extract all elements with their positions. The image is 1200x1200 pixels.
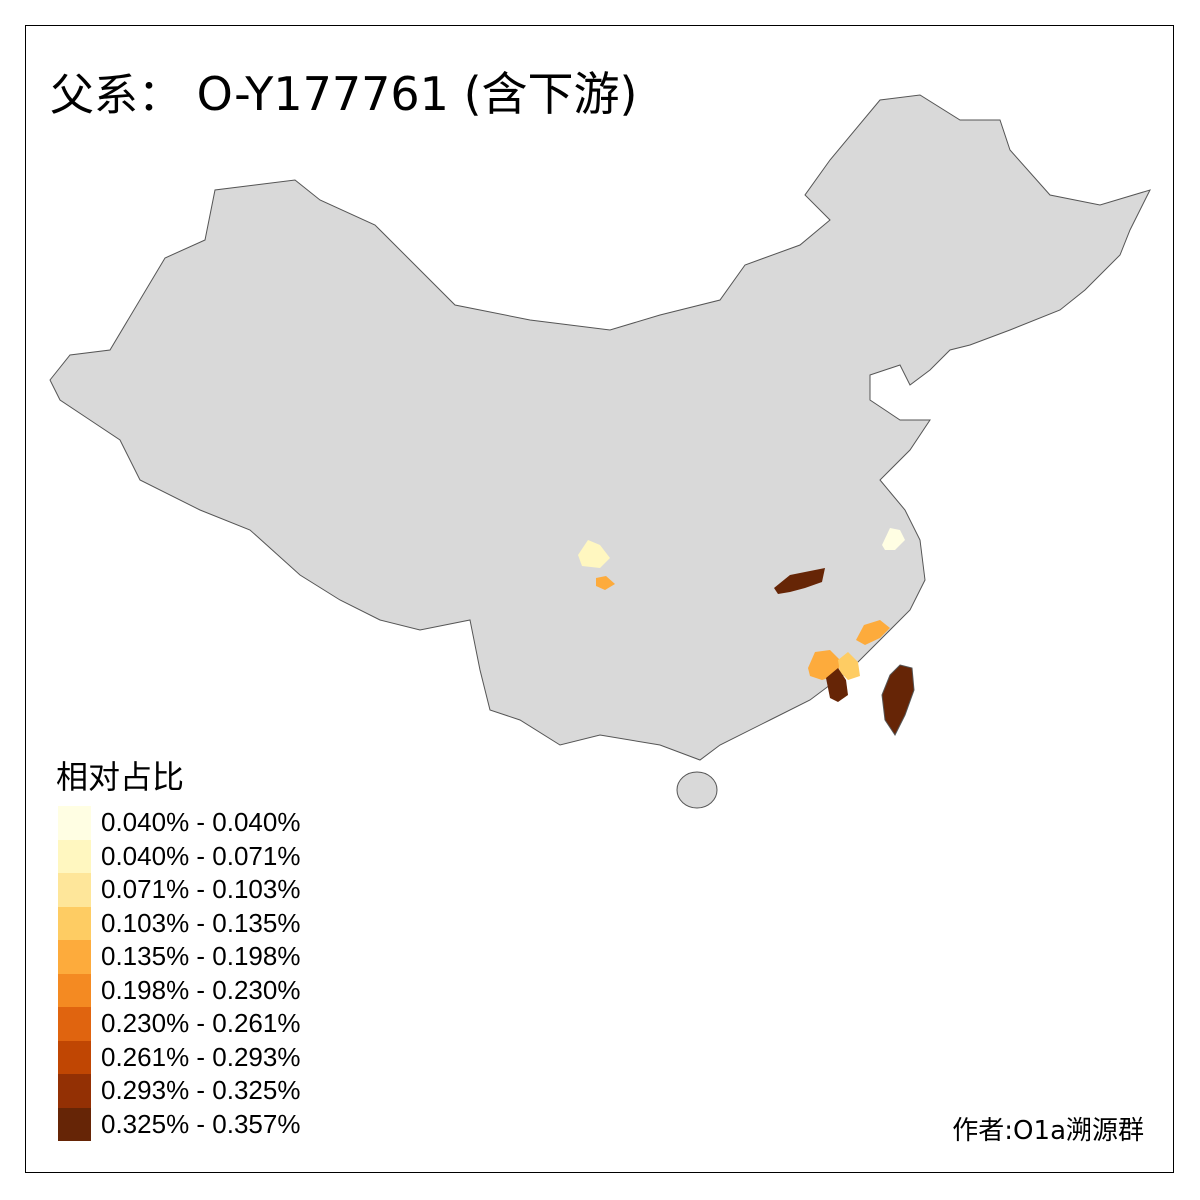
legend-item: 0.040% - 0.071% [58, 839, 301, 873]
legend-item: 0.071% - 0.103% [58, 873, 300, 907]
legend-swatch [58, 1040, 91, 1074]
legend-item: 0.293% - 0.325% [58, 1074, 300, 1108]
region-guangdong-light [838, 652, 860, 680]
legend-label: 0.325% - 0.357% [101, 1108, 301, 1139]
legend-label: 0.103% - 0.135% [101, 907, 301, 938]
region-jiangsu [882, 528, 905, 550]
legend-swatch [58, 1107, 91, 1141]
legend-item: 0.230% - 0.261% [58, 1007, 300, 1041]
legend-swatch [58, 1007, 91, 1041]
legend-item: 0.040% - 0.040% [58, 806, 300, 840]
legend-title: 相对占比 [56, 758, 185, 796]
region-guangdong-orange [808, 650, 840, 680]
legend: 0.040% - 0.040% 0.040% - 0.071% 0.071% - 0… [58, 806, 300, 1141]
legend-swatch [58, 873, 91, 907]
legend-label: 0.135% - 0.198% [101, 941, 301, 972]
region-sichuan-orange [596, 576, 615, 590]
title-haplogroup: O-Y177761 (含下游) [196, 67, 638, 121]
region-fujian [856, 620, 890, 645]
region-guangdong-dark [826, 668, 848, 702]
region-sichuan-pale [578, 540, 610, 568]
legend-label: 0.293% - 0.325% [101, 1075, 301, 1106]
legend-label: 0.198% - 0.230% [101, 974, 301, 1005]
legend-item: 0.103% - 0.135% [58, 906, 301, 940]
legend-item: 0.198% - 0.230% [58, 973, 301, 1007]
legend-label: 0.071% - 0.103% [101, 874, 301, 905]
author-credit: 作者:O1a溯源群 [952, 1116, 1144, 1146]
legend-item: 0.261% - 0.293% [58, 1040, 301, 1074]
legend-swatch [58, 839, 91, 873]
legend-swatch [58, 973, 91, 1007]
legend-label: 0.261% - 0.293% [101, 1041, 301, 1072]
map-title: 父系： O-Y177761 (含下游) [50, 58, 637, 124]
taiwan [881, 664, 915, 736]
legend-label: 0.040% - 0.071% [101, 840, 301, 871]
legend-swatch [58, 940, 91, 974]
title-prefix: 父系： [50, 70, 182, 121]
legend-label: 0.230% - 0.261% [101, 1008, 301, 1039]
legend-swatch [58, 1074, 91, 1108]
china-mainland [49, 94, 1151, 761]
legend-item: 0.325% - 0.357% [58, 1107, 301, 1141]
legend-label: 0.040% - 0.040% [101, 807, 301, 838]
legend-item: 0.135% - 0.198% [58, 940, 300, 974]
region-jiangxi [774, 568, 825, 594]
hainan [676, 771, 718, 809]
legend-swatch [58, 906, 91, 940]
map-frame [25, 25, 1174, 1173]
legend-swatch [58, 806, 91, 840]
